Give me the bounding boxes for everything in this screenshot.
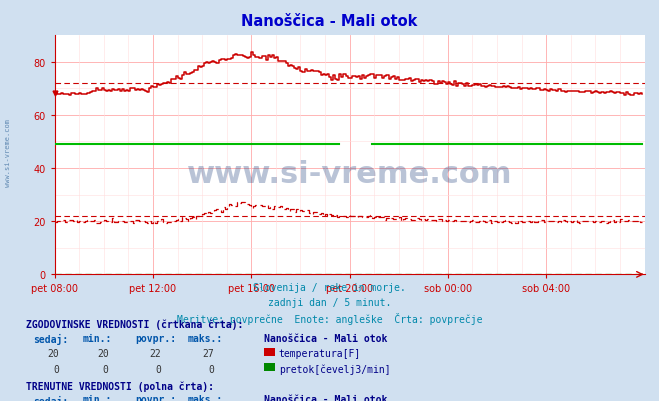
Text: www.si-vreme.com: www.si-vreme.com	[5, 118, 11, 186]
Text: 27: 27	[202, 348, 214, 358]
Text: povpr.:: povpr.:	[135, 395, 176, 401]
Text: 20: 20	[97, 348, 109, 358]
Text: Nanoščica - Mali otok: Nanoščica - Mali otok	[264, 333, 387, 343]
Text: TRENUTNE VREDNOSTI (polna črta):: TRENUTNE VREDNOSTI (polna črta):	[26, 380, 214, 391]
Text: sedaj:: sedaj:	[33, 333, 68, 344]
Text: min.:: min.:	[82, 395, 112, 401]
Text: 20: 20	[47, 348, 59, 358]
Text: Slovenija / reke in morje.: Slovenija / reke in morje.	[253, 283, 406, 293]
Text: sedaj:: sedaj:	[33, 395, 68, 401]
Text: maks.:: maks.:	[188, 333, 223, 343]
Text: min.:: min.:	[82, 333, 112, 343]
Text: 0: 0	[156, 364, 161, 374]
Text: Nanoščica - Mali otok: Nanoščica - Mali otok	[241, 14, 418, 29]
Text: Nanoščica - Mali otok: Nanoščica - Mali otok	[264, 395, 387, 401]
Text: 22: 22	[150, 348, 161, 358]
Text: 0: 0	[53, 364, 59, 374]
Text: 0: 0	[103, 364, 109, 374]
Text: Meritve: povprečne  Enote: angleške  Črta: povprečje: Meritve: povprečne Enote: angleške Črta:…	[177, 312, 482, 324]
Text: temperatura[F]: temperatura[F]	[279, 348, 361, 358]
Text: zadnji dan / 5 minut.: zadnji dan / 5 minut.	[268, 298, 391, 308]
Text: www.si-vreme.com: www.si-vreme.com	[187, 160, 512, 189]
Text: maks.:: maks.:	[188, 395, 223, 401]
Text: ZGODOVINSKE VREDNOSTI (črtkana črta):: ZGODOVINSKE VREDNOSTI (črtkana črta):	[26, 319, 244, 329]
Text: pretok[čevelj3/min]: pretok[čevelj3/min]	[279, 364, 390, 374]
Text: 0: 0	[208, 364, 214, 374]
Text: povpr.:: povpr.:	[135, 333, 176, 343]
